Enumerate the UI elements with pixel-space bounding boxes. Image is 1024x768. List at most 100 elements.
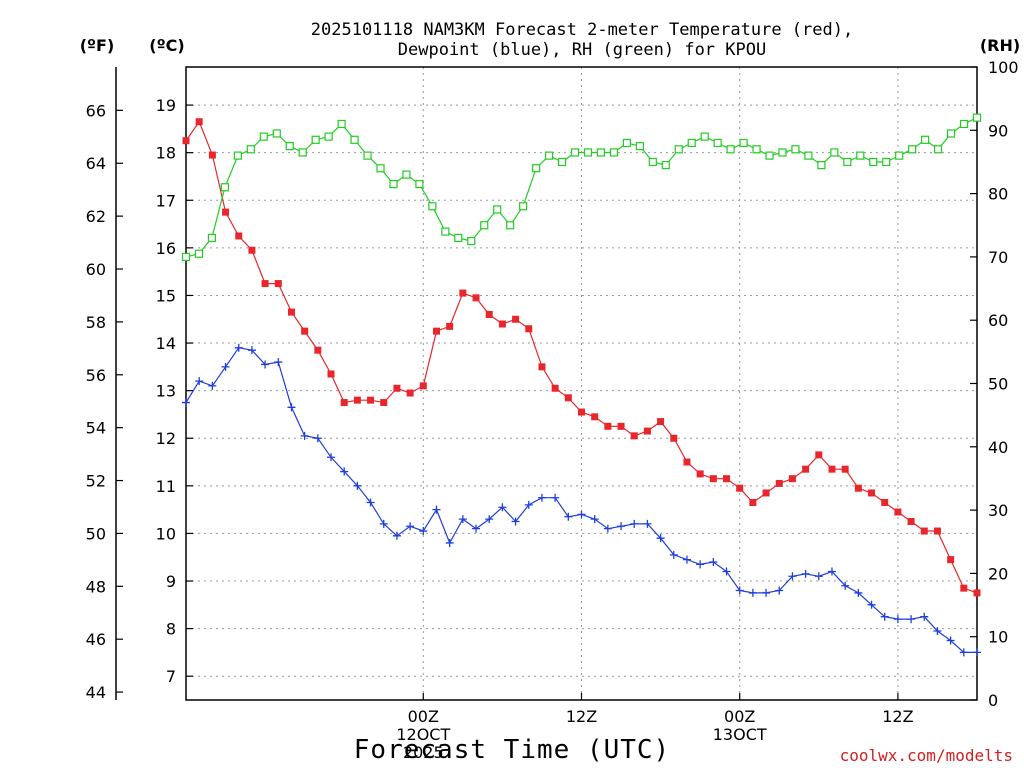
chart-title-line-1: 2025101118 NAM3KM Forecast 2-meter Tempe… — [311, 20, 853, 40]
dewpoint-point — [551, 493, 560, 502]
rh-point — [544, 151, 554, 160]
dewpoint-point — [485, 515, 494, 524]
temperature-point — [419, 382, 427, 390]
rh-point — [778, 148, 787, 157]
dewpoint-point — [709, 557, 718, 566]
rh-tick-label: 60 — [988, 311, 1008, 330]
rh-point — [726, 145, 735, 154]
rh-point — [454, 233, 463, 243]
dewpoint-point — [221, 362, 230, 371]
rh-point — [570, 148, 580, 157]
rh-point — [921, 135, 930, 144]
dewpoint-point — [814, 572, 823, 581]
temperature-point — [920, 527, 928, 535]
dewpoint-point — [577, 510, 586, 519]
temperature-point — [340, 399, 348, 407]
temperature-point — [485, 310, 493, 318]
rh-point — [765, 151, 774, 160]
dewpoint-point — [590, 515, 599, 524]
rh-point — [506, 221, 515, 230]
temperature-point — [643, 427, 651, 435]
dewpoint-point — [564, 512, 573, 521]
rh-point — [946, 129, 956, 138]
rh-point — [233, 151, 242, 160]
temperature-point — [591, 413, 599, 421]
temperature-point — [868, 489, 876, 497]
temperature-point — [459, 289, 467, 297]
dewpoint-point — [300, 431, 309, 440]
dewpoint-point — [788, 572, 797, 581]
rh-point — [609, 148, 619, 157]
temperature-point — [498, 320, 506, 328]
rh-point — [583, 148, 593, 157]
rh-point — [635, 142, 644, 151]
dewpoint-point — [643, 519, 652, 528]
dewpoint-point — [722, 567, 731, 576]
dewpoint-point — [735, 586, 744, 595]
dewpoint-point — [445, 538, 454, 547]
rh-point — [830, 148, 839, 157]
rh-unit-label: (RH) — [980, 36, 1020, 55]
f-tick-label: 64 — [86, 154, 106, 173]
temperature-point — [380, 399, 388, 407]
rh-point — [519, 202, 528, 211]
rh-point — [493, 205, 502, 214]
c-tick-label: 10 — [156, 524, 176, 543]
f-tick-label: 48 — [86, 577, 106, 596]
dewpoint-point — [234, 343, 243, 352]
rh-point — [402, 170, 411, 179]
rh-point — [363, 151, 372, 160]
rh-point — [441, 227, 450, 236]
rh-point — [246, 145, 255, 154]
c-tick-label: 19 — [156, 96, 176, 115]
dewpoint-point — [933, 626, 942, 635]
dewpoint-point — [867, 600, 876, 609]
rh-point — [324, 132, 333, 141]
rh-point — [298, 148, 307, 157]
f-tick-label: 46 — [86, 630, 106, 649]
temperature-point — [947, 556, 955, 564]
rh-point — [376, 164, 385, 173]
rh-point — [311, 135, 320, 144]
temperature-point — [314, 346, 322, 354]
temperature-point — [208, 151, 216, 159]
dewpoint-point — [748, 588, 757, 597]
rh-point — [285, 142, 294, 151]
rh-point — [843, 157, 852, 167]
c-tick-label: 16 — [156, 239, 176, 258]
f-tick-label: 50 — [86, 524, 106, 543]
temperature-point — [578, 408, 585, 416]
temperature-point — [683, 458, 691, 466]
dewpoint-point — [511, 517, 520, 526]
rh-point — [389, 180, 398, 189]
rh-tick-label: 10 — [988, 628, 1008, 647]
temperature-point — [432, 327, 440, 335]
rh-point — [791, 145, 800, 154]
rh-point — [700, 132, 709, 141]
temperature-point — [854, 484, 862, 492]
temperature-point — [907, 518, 915, 526]
dewpoint-point — [946, 636, 955, 645]
dewpoint-point — [340, 467, 349, 476]
temperature-point — [393, 384, 401, 392]
source-credit: coolwx.com/modelts — [840, 746, 1013, 765]
rh-tick-label: 90 — [988, 121, 1008, 140]
f-tick-label: 62 — [86, 207, 106, 226]
rh-point — [972, 113, 982, 122]
dewpoint-point — [682, 555, 691, 564]
c-tick-label: 14 — [156, 334, 176, 353]
series-2 — [181, 113, 982, 261]
rh-tick-label: 0 — [988, 691, 998, 710]
x-axis-title: Forecast Time (UTC) — [354, 735, 670, 765]
temperature-point — [723, 475, 731, 483]
temperature-point — [353, 396, 361, 404]
c-tick-label: 13 — [156, 382, 176, 401]
rh-point — [895, 151, 904, 160]
rh-point — [181, 252, 191, 261]
dewpoint-point — [603, 524, 612, 533]
rh-point — [350, 135, 359, 144]
temperature-point — [261, 280, 269, 288]
temperature-point — [775, 479, 783, 487]
rh-point — [532, 164, 541, 173]
rh-tick-label: 20 — [988, 564, 1008, 583]
